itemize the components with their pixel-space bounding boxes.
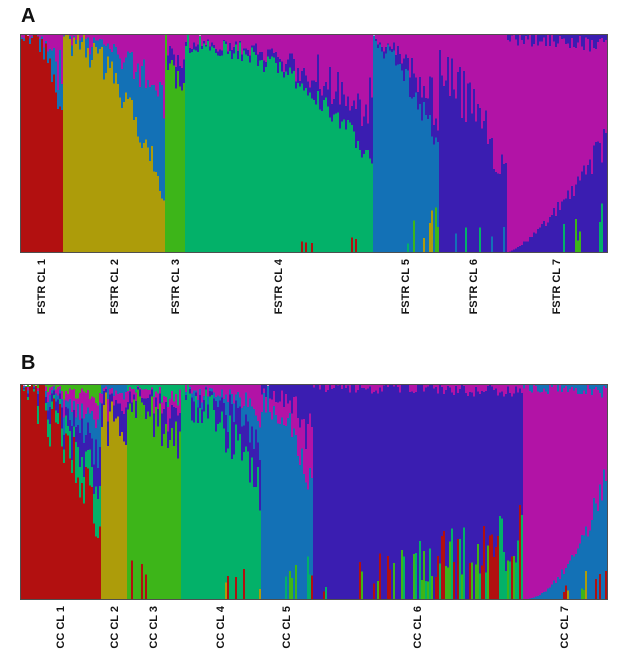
cluster-label: CC CL 3 (147, 606, 160, 649)
cluster-label: CC CL 5 (281, 606, 294, 649)
cluster-label: CC CL 4 (215, 606, 228, 649)
cluster-label: FSTR CL 5 (400, 259, 413, 315)
cluster-label: CC CL 2 (108, 606, 121, 649)
panel-b-letter: B (21, 352, 36, 374)
cluster-label: FSTR CL 7 (551, 259, 564, 315)
cluster-label: CC CL 6 (412, 606, 425, 649)
panel-b-cluster-labels: CC CL 1 CC CL 2 CC CL 3 CC CL 4 CC CL 5 CC CL… (21, 606, 607, 668)
panel-a-bars (21, 35, 607, 252)
cluster-label: FSTR CL 2 (108, 259, 121, 315)
panel-a-plot (20, 34, 608, 253)
panel-a-cluster-labels: FSTR CL 1 FSTR CL 2 FSTR CL 3 FSTR CL 4 FSTR… (21, 259, 607, 329)
cluster-label: FSTR CL 4 (273, 259, 286, 315)
panel-b-bars (21, 385, 607, 599)
cluster-label: FSTR CL 3 (169, 259, 182, 315)
panel-a-letter: A (21, 5, 36, 27)
panel-b-plot (20, 384, 608, 600)
cluster-label: CC CL 1 (55, 606, 68, 649)
cluster-label: CC CL 7 (559, 606, 572, 649)
cluster-label: FSTR CL 1 (36, 259, 49, 315)
cluster-label: FSTR CL 6 (467, 259, 480, 315)
